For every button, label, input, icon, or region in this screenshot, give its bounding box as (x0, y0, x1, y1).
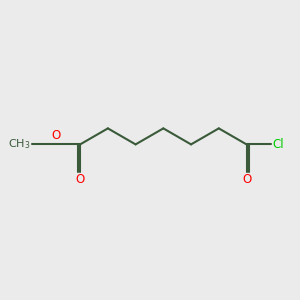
Text: Cl: Cl (272, 138, 284, 151)
Text: O: O (242, 173, 251, 186)
Text: O: O (76, 173, 85, 186)
Text: CH$_3$: CH$_3$ (8, 137, 30, 151)
Text: O: O (52, 129, 61, 142)
